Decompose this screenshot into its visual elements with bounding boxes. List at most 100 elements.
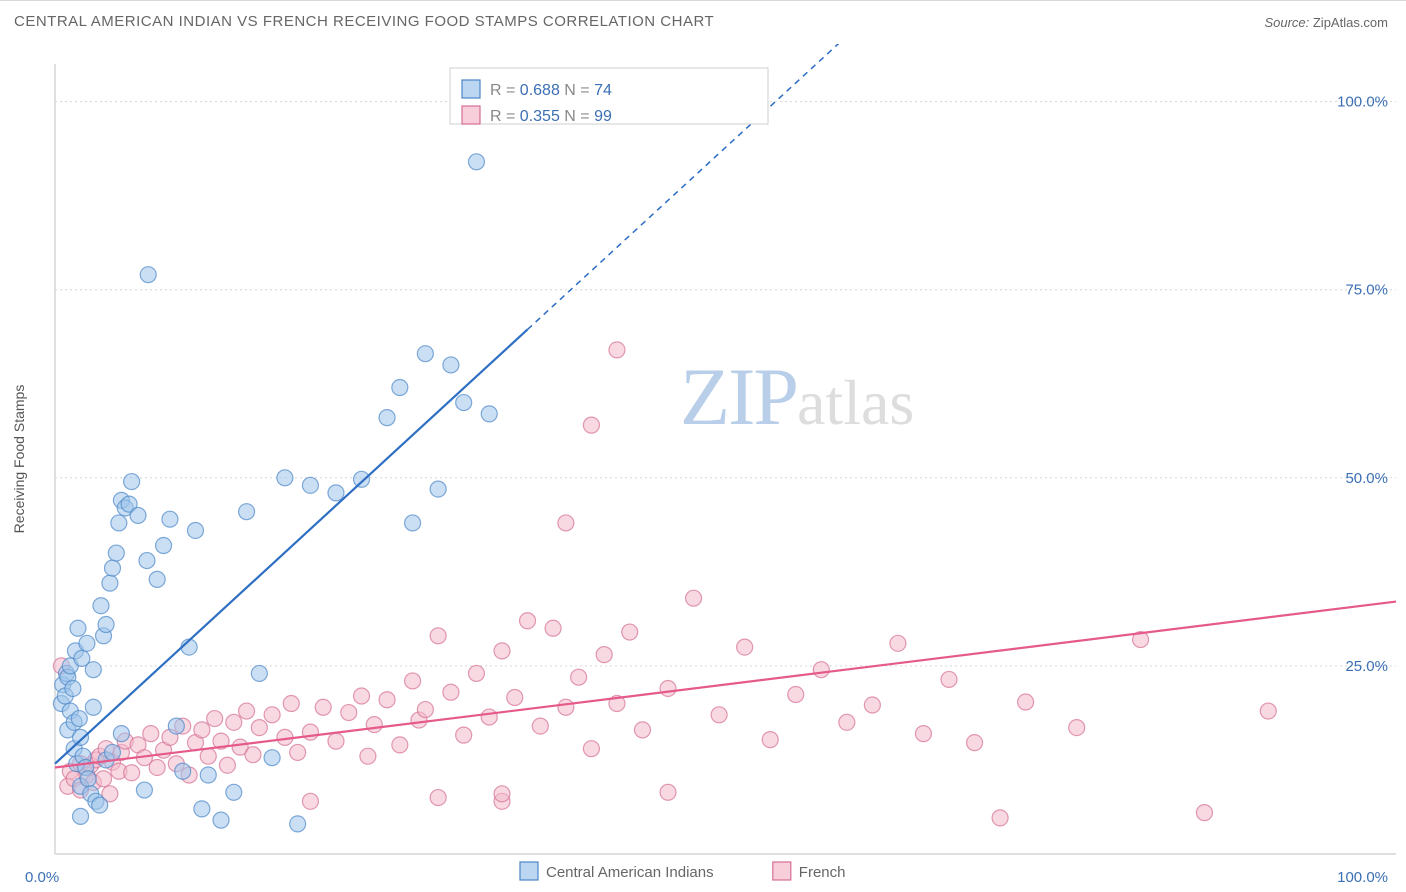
scatter-point: [264, 750, 280, 766]
scatter-point: [73, 729, 89, 745]
scatter-point: [108, 545, 124, 561]
scatter-point: [813, 662, 829, 678]
y-tick-label: 25.0%: [1345, 658, 1388, 675]
scatter-point: [200, 767, 216, 783]
x-tick-label: 0.0%: [25, 869, 59, 886]
scatter-point: [93, 598, 109, 614]
scatter-point: [430, 481, 446, 497]
legend-swatch: [462, 80, 480, 98]
scatter-point: [277, 470, 293, 486]
scatter-point: [571, 669, 587, 685]
scatter-point: [443, 684, 459, 700]
scatter-point: [1196, 805, 1212, 821]
scatter-point: [468, 665, 484, 681]
scatter-point: [915, 726, 931, 742]
scatter-point: [226, 784, 242, 800]
scatter-point: [162, 511, 178, 527]
chart-container: 25.0%50.0%75.0%100.0%ZIPatlas0.0%100.0%R…: [0, 44, 1406, 892]
scatter-point: [85, 699, 101, 715]
scatter-point: [315, 699, 331, 715]
scatter-point: [686, 590, 702, 606]
scatter-point: [1018, 694, 1034, 710]
scatter-point: [583, 741, 599, 757]
source-attribution: Source: ZipAtlas.com: [1264, 15, 1388, 30]
scatter-point: [967, 735, 983, 751]
scatter-point: [200, 748, 216, 764]
scatter-point: [507, 690, 523, 706]
scatter-point: [149, 571, 165, 587]
scatter-point: [481, 709, 497, 725]
legend-swatch: [520, 862, 538, 880]
scatter-point: [71, 711, 87, 727]
source-prefix: Source:: [1264, 15, 1312, 30]
scatter-point: [302, 724, 318, 740]
scatter-point: [992, 810, 1008, 826]
scatter-point: [168, 718, 184, 734]
scatter-point: [328, 485, 344, 501]
y-axis-label: Receiving Food Stamps: [11, 385, 27, 534]
scatter-point: [239, 504, 255, 520]
scatter-point: [140, 267, 156, 283]
scatter-point: [558, 515, 574, 531]
scatter-point: [290, 744, 306, 760]
scatter-point: [762, 732, 778, 748]
legend-label: French: [799, 864, 846, 881]
scatter-point: [251, 720, 267, 736]
scatter-point: [124, 765, 140, 781]
scatter-point: [468, 154, 484, 170]
scatter-point: [302, 477, 318, 493]
chart-title: CENTRAL AMERICAN INDIAN VS FRENCH RECEIV…: [14, 13, 714, 30]
scatter-point: [156, 538, 172, 554]
scatter-point: [1069, 720, 1085, 736]
y-tick-label: 100.0%: [1337, 94, 1388, 111]
scatter-point: [481, 406, 497, 422]
scatter-point: [596, 647, 612, 663]
scatter-point: [354, 471, 370, 487]
scatter-point: [96, 771, 112, 787]
scatter-point: [1260, 703, 1276, 719]
scatter-point: [136, 782, 152, 798]
scatter-point: [124, 474, 140, 490]
scatter-point: [194, 801, 210, 817]
scatter-point: [113, 726, 129, 742]
scatter-point: [104, 560, 120, 576]
y-tick-label: 75.0%: [1345, 282, 1388, 299]
scatter-point: [456, 395, 472, 411]
scatter-point: [839, 714, 855, 730]
source-name: ZipAtlas.com: [1313, 15, 1388, 30]
scatter-point: [660, 784, 676, 800]
scatter-point: [290, 816, 306, 832]
y-tick-label: 50.0%: [1345, 470, 1388, 487]
scatter-point: [264, 707, 280, 723]
scatter-point: [70, 620, 86, 636]
scatter-point: [392, 737, 408, 753]
scatter-point: [405, 673, 421, 689]
scatter-point: [85, 662, 101, 678]
x-tick-label: 100.0%: [1337, 869, 1388, 886]
scatter-point: [405, 515, 421, 531]
scatter-point: [149, 759, 165, 775]
scatter-point: [545, 620, 561, 636]
scatter-point: [65, 680, 81, 696]
scatter-point: [130, 507, 146, 523]
scatter-point: [788, 686, 804, 702]
scatter-point: [102, 575, 118, 591]
scatter-point: [456, 727, 472, 743]
scatter-point: [660, 680, 676, 696]
scatter-point: [430, 628, 446, 644]
scatter-point: [283, 696, 299, 712]
scatter-point: [207, 711, 223, 727]
scatter-point: [711, 707, 727, 723]
scatter-point: [251, 665, 267, 681]
scatter-point: [494, 786, 510, 802]
scatter-point: [219, 757, 235, 773]
scatter-point: [111, 515, 127, 531]
stats-row: R = 0.355 N = 99: [490, 108, 612, 125]
scatter-point: [941, 671, 957, 687]
scatter-point: [245, 747, 261, 763]
scatter-point: [558, 699, 574, 715]
scatter-point: [302, 793, 318, 809]
scatter-point: [417, 346, 433, 362]
scatter-point: [175, 763, 191, 779]
scatter-point: [609, 342, 625, 358]
